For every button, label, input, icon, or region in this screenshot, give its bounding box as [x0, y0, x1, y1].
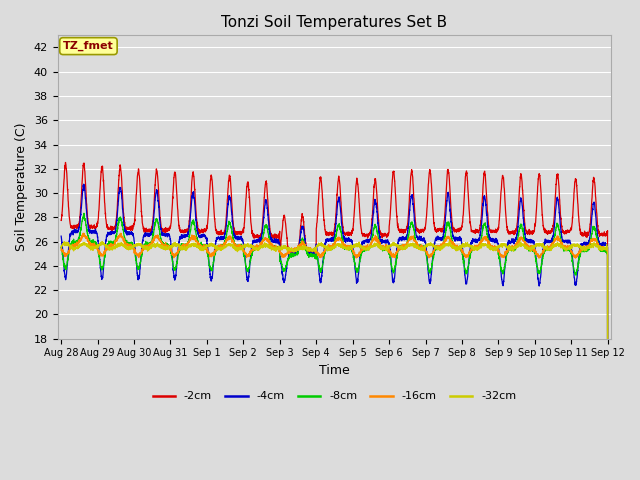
-2cm: [210, 206, 218, 212]
Title: Tonzi Soil Temperatures Set B: Tonzi Soil Temperatures Set B: [221, 15, 447, 30]
-2cm: [388, 187, 396, 193]
-2cm: [604, 230, 611, 236]
Line: -32cm: -32cm: [61, 241, 608, 480]
X-axis label: Time: Time: [319, 364, 350, 377]
-2cm: [61, 159, 69, 165]
-4cm: [210, 255, 218, 261]
-16cm: [388, 252, 396, 258]
-32cm: [175, 241, 182, 247]
-2cm: [552, 183, 560, 189]
Text: TZ_fmet: TZ_fmet: [63, 41, 114, 51]
-32cm: [388, 243, 396, 249]
-4cm: [58, 233, 65, 239]
-16cm: [552, 237, 560, 242]
Line: -2cm: -2cm: [61, 162, 608, 480]
-32cm: [604, 244, 611, 250]
-16cm: [397, 243, 405, 249]
-2cm: [397, 229, 405, 235]
-4cm: [397, 237, 405, 242]
Legend: -2cm, -4cm, -8cm, -16cm, -32cm: -2cm, -4cm, -8cm, -16cm, -32cm: [148, 387, 520, 406]
Line: -8cm: -8cm: [61, 213, 608, 480]
-16cm: [210, 252, 218, 257]
Line: -4cm: -4cm: [61, 184, 608, 480]
-4cm: [388, 269, 396, 275]
-8cm: [210, 258, 218, 264]
-16cm: [175, 250, 182, 255]
-4cm: [175, 243, 182, 249]
-32cm: [445, 238, 453, 244]
-16cm: [604, 247, 611, 253]
-16cm: [79, 230, 87, 236]
Y-axis label: Soil Temperature (C): Soil Temperature (C): [15, 123, 28, 251]
-32cm: [210, 243, 218, 249]
-8cm: [552, 225, 560, 230]
-32cm: [552, 243, 560, 249]
-4cm: [604, 244, 611, 250]
-32cm: [397, 244, 405, 250]
-8cm: [397, 242, 405, 248]
-8cm: [80, 210, 88, 216]
-8cm: [58, 245, 65, 251]
-2cm: [58, 217, 65, 223]
-8cm: [388, 264, 396, 269]
-8cm: [604, 252, 611, 258]
Line: -16cm: -16cm: [61, 233, 608, 480]
-8cm: [175, 251, 182, 257]
-4cm: [552, 205, 560, 211]
-2cm: [175, 217, 182, 223]
-4cm: [80, 181, 88, 187]
-32cm: [58, 243, 65, 249]
-16cm: [58, 248, 65, 253]
